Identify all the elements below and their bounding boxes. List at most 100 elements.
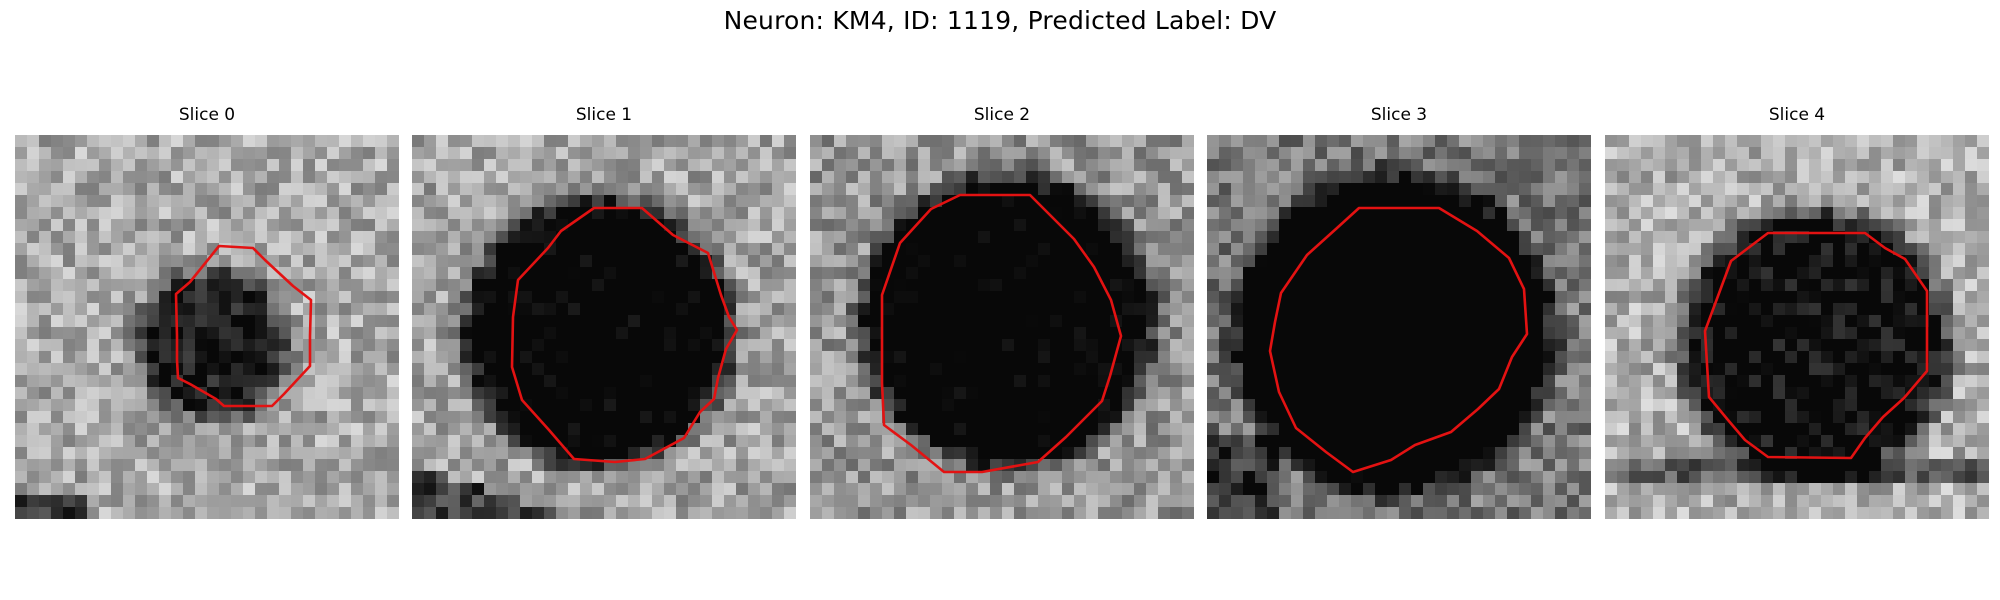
image-pixel xyxy=(1773,351,1785,363)
image-pixel xyxy=(75,483,87,495)
image-pixel xyxy=(1701,171,1713,183)
image-pixel xyxy=(63,435,75,447)
image-pixel xyxy=(1110,171,1122,183)
image-pixel xyxy=(1255,195,1267,207)
image-pixel xyxy=(87,207,99,219)
image-pixel xyxy=(822,171,834,183)
image-pixel xyxy=(724,399,736,411)
image-pixel xyxy=(448,303,460,315)
image-pixel xyxy=(1170,435,1182,447)
image-pixel xyxy=(748,351,760,363)
image-pixel xyxy=(748,327,760,339)
image-pixel xyxy=(772,387,784,399)
image-pixel xyxy=(1495,387,1507,399)
image-pixel xyxy=(351,219,363,231)
image-pixel xyxy=(1893,351,1905,363)
image-pixel xyxy=(1857,327,1869,339)
image-pixel xyxy=(1677,303,1689,315)
image-pixel xyxy=(1134,339,1146,351)
image-pixel xyxy=(628,447,640,459)
image-pixel xyxy=(1134,447,1146,459)
image-pixel xyxy=(1869,279,1881,291)
image-pixel xyxy=(363,423,375,435)
image-pixel xyxy=(1158,435,1170,447)
image-pixel xyxy=(123,243,135,255)
image-pixel xyxy=(436,423,448,435)
image-pixel xyxy=(1749,363,1761,375)
image-pixel xyxy=(231,339,243,351)
image-pixel xyxy=(1363,411,1375,423)
image-pixel xyxy=(135,351,147,363)
image-pixel xyxy=(724,375,736,387)
image-pixel xyxy=(664,363,676,375)
image-pixel xyxy=(700,267,712,279)
image-pixel xyxy=(652,159,664,171)
image-pixel xyxy=(424,267,436,279)
image-pixel xyxy=(580,423,592,435)
image-pixel xyxy=(1869,291,1881,303)
image-pixel xyxy=(243,411,255,423)
image-pixel xyxy=(255,315,267,327)
image-pixel xyxy=(496,135,508,147)
image-pixel xyxy=(159,471,171,483)
image-pixel xyxy=(135,135,147,147)
image-pixel xyxy=(1941,351,1953,363)
image-pixel xyxy=(1929,231,1941,243)
image-pixel xyxy=(351,483,363,495)
image-pixel xyxy=(27,183,39,195)
image-pixel xyxy=(1917,147,1929,159)
image-pixel xyxy=(784,231,796,243)
image-pixel xyxy=(1617,231,1629,243)
image-pixel xyxy=(1869,327,1881,339)
image-pixel xyxy=(195,411,207,423)
image-pixel xyxy=(1833,219,1845,231)
image-pixel xyxy=(1315,411,1327,423)
image-pixel xyxy=(183,183,195,195)
image-pixel xyxy=(1255,231,1267,243)
image-pixel xyxy=(99,147,111,159)
image-pixel xyxy=(1435,447,1447,459)
image-pixel xyxy=(1701,279,1713,291)
image-pixel xyxy=(1375,399,1387,411)
image-pixel xyxy=(1857,207,1869,219)
image-pixel xyxy=(1555,279,1567,291)
image-pixel xyxy=(1002,231,1014,243)
image-pixel xyxy=(1110,267,1122,279)
image-pixel xyxy=(1363,351,1375,363)
image-pixel xyxy=(1170,375,1182,387)
image-pixel xyxy=(1665,303,1677,315)
image-pixel xyxy=(1785,303,1797,315)
image-pixel xyxy=(508,183,520,195)
image-pixel xyxy=(1399,387,1411,399)
image-pixel xyxy=(784,243,796,255)
image-pixel xyxy=(532,171,544,183)
image-pixel xyxy=(688,279,700,291)
image-pixel xyxy=(255,495,267,507)
image-pixel xyxy=(544,135,556,147)
image-pixel xyxy=(1447,435,1459,447)
image-pixel xyxy=(231,435,243,447)
image-pixel xyxy=(640,507,652,519)
image-pixel xyxy=(760,339,772,351)
image-pixel xyxy=(700,363,712,375)
image-pixel xyxy=(1531,351,1543,363)
image-pixel xyxy=(580,303,592,315)
image-pixel xyxy=(760,387,772,399)
image-pixel xyxy=(219,183,231,195)
image-pixel xyxy=(472,135,484,147)
image-pixel xyxy=(640,159,652,171)
image-pixel xyxy=(1893,231,1905,243)
image-pixel xyxy=(700,315,712,327)
image-pixel xyxy=(616,327,628,339)
image-pixel xyxy=(424,135,436,147)
image-pixel xyxy=(1797,243,1809,255)
image-pixel xyxy=(195,351,207,363)
image-pixel xyxy=(1785,315,1797,327)
image-pixel xyxy=(640,243,652,255)
image-pixel xyxy=(1857,219,1869,231)
image-pixel xyxy=(1279,171,1291,183)
image-pixel xyxy=(291,243,303,255)
image-pixel xyxy=(231,315,243,327)
image-pixel xyxy=(51,411,63,423)
image-pixel xyxy=(1014,183,1026,195)
